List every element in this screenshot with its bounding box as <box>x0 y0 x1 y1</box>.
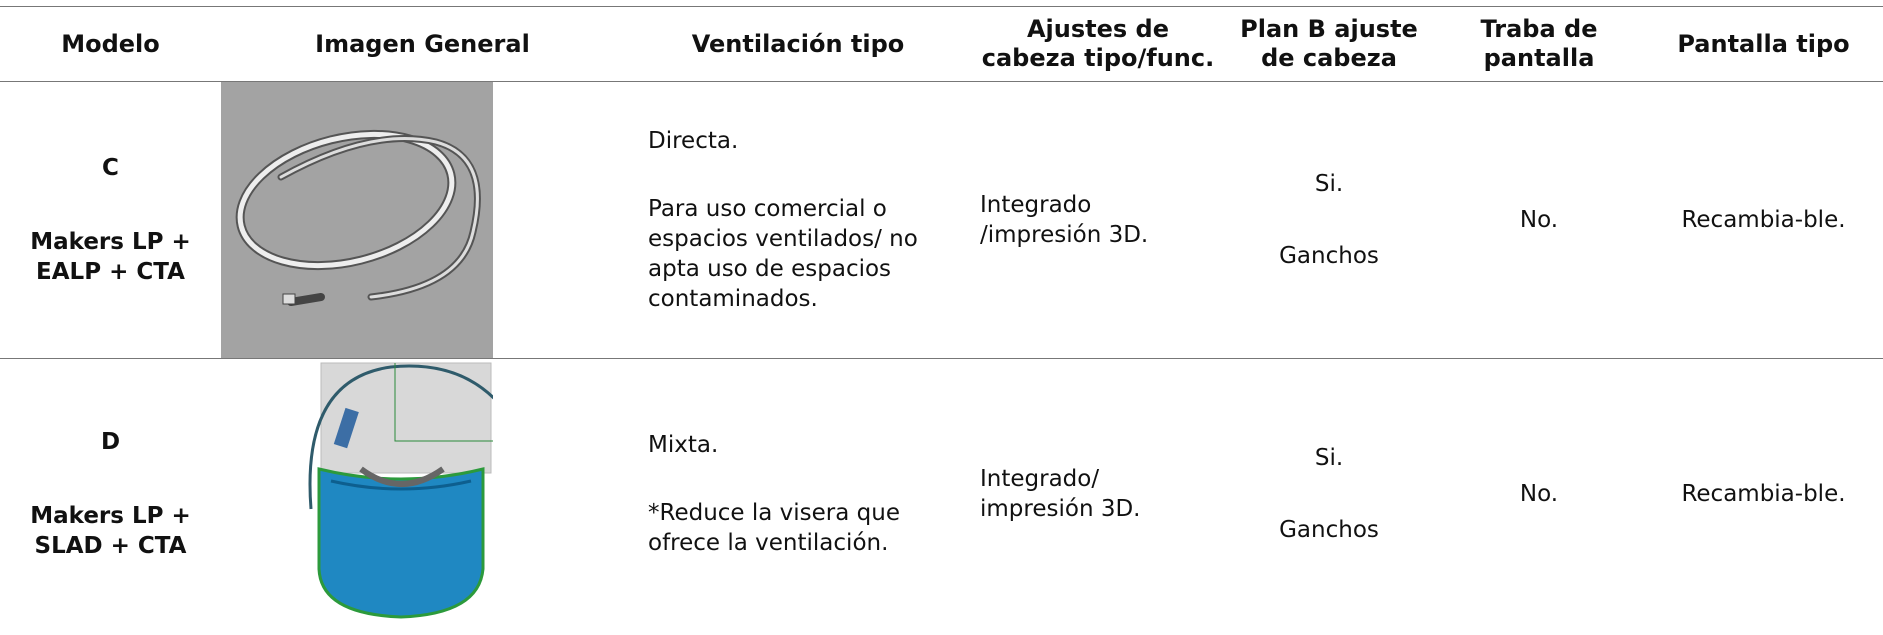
adjust-cell: Integrado /impresión 3D. <box>972 81 1224 359</box>
screen-cell: Recambia-ble. <box>1681 481 1846 507</box>
adjust-cell: Integrado/ impresión 3D. <box>980 466 1141 522</box>
cell-text: Para uso comercial o espacios ventilados… <box>648 196 918 312</box>
column-header: Pantalla tipo <box>1644 6 1883 82</box>
screen-cell: Recambia-ble. <box>1644 81 1883 359</box>
ventilation-cell: Mixta. *Reduce la visera que ofrece la ve… <box>624 359 972 630</box>
model-cell: C Makers LP + EALP + CTA <box>0 81 221 359</box>
image-cell <box>221 359 624 630</box>
cell-text: Makers LP + EALP + CTA <box>30 229 191 285</box>
table-row: C Makers LP + EALP + CTA Directa. Para uso… <box>0 81 1883 359</box>
product-image <box>221 82 493 358</box>
table-body: C Makers LP + EALP + CTA Directa. Para uso… <box>0 81 1883 630</box>
plan-b-cell: Si. Ganchos <box>1224 359 1434 630</box>
header-row: Modelo Imagen General Ventilación tipo Ajus… <box>0 6 1883 82</box>
column-header: Plan B ajuste de cabeza <box>1224 6 1434 82</box>
ventilation-cell: Directa. Para uso comercial o espacios ve… <box>624 81 972 359</box>
cell-text: Si. <box>1314 171 1344 197</box>
cell-text: Mixta. <box>648 432 719 458</box>
table-row: D Makers LP + SLAD + CTA Mixta. *Reduce la… <box>0 359 1883 630</box>
model-cell: D Makers LP + SLAD + CTA <box>0 359 221 630</box>
cell-text: *Reduce la visera que ofrece la ventilac… <box>648 500 901 556</box>
column-header: Traba de pantalla <box>1434 6 1644 82</box>
column-header: Ajustes de cabeza tipo/func. <box>972 6 1224 82</box>
cell-text: Ganchos <box>1279 243 1379 269</box>
plan-b-cell: Si. Ganchos <box>1224 81 1434 359</box>
product-image <box>308 362 493 619</box>
cell-text: C <box>102 155 119 181</box>
cell-text: Si. <box>1314 445 1344 471</box>
column-header: Imagen General <box>221 6 624 82</box>
lock-cell: No. <box>1519 481 1559 507</box>
page: Modelo Imagen General Ventilación tipo Ajus… <box>0 6 1883 635</box>
column-header: Modelo <box>0 6 221 82</box>
comparison-table: Modelo Imagen General Ventilación tipo Ajus… <box>0 6 1883 629</box>
cell-text: D <box>100 429 121 455</box>
image-cell <box>221 81 624 359</box>
cell-text: Directa. <box>648 128 739 154</box>
cell-text: Makers LP + SLAD + CTA <box>30 503 191 559</box>
lock-cell: No. <box>1434 81 1644 359</box>
column-header: Ventilación tipo <box>624 6 972 82</box>
cell-text: Ganchos <box>1279 517 1379 543</box>
